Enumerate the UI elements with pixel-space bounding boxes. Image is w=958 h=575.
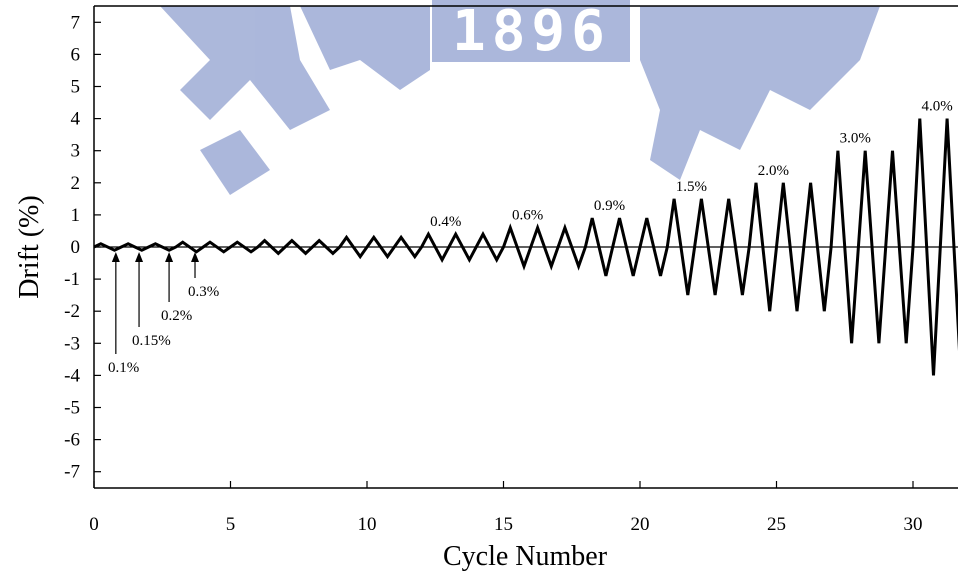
y-tick-label: -7 bbox=[64, 462, 80, 483]
amplitude-label: 2.0% bbox=[758, 163, 789, 179]
watermark-banner bbox=[432, 0, 630, 62]
y-tick-label: 2 bbox=[71, 173, 81, 194]
amplitude-label: 3.0% bbox=[840, 131, 871, 147]
x-axis-title: Cycle Number bbox=[443, 541, 608, 572]
amplitude-label: 0.4% bbox=[430, 214, 461, 230]
watermark-shape-lower bbox=[200, 130, 270, 195]
y-tick-label: 7 bbox=[71, 12, 81, 33]
watermark-seal: 1896 bbox=[160, 0, 880, 195]
amplitude-label: 0.15% bbox=[132, 333, 171, 349]
x-tick-label: 30 bbox=[904, 514, 923, 535]
annotation-arrow-head bbox=[191, 252, 200, 262]
drift-series-line bbox=[93, 118, 958, 376]
amplitude-label: 0.9% bbox=[594, 198, 625, 214]
amplitude-label: 0.2% bbox=[161, 308, 192, 324]
watermark-shape-mid bbox=[300, 6, 430, 90]
amplitude-label: 4.0% bbox=[922, 99, 953, 115]
amplitude-annotations: 0.1% 0.15% 0.2% 0.3% 0.4% 0.6% 0.9% 1.5% 2.0% 3.0… bbox=[108, 99, 953, 376]
annotation-arrow-head bbox=[165, 252, 174, 262]
y-axis-title: Drift (%) bbox=[14, 195, 45, 298]
annotation-arrow-head bbox=[135, 252, 144, 262]
watermark-shape-right bbox=[640, 6, 880, 180]
y-tick-label: 0 bbox=[71, 237, 81, 258]
x-tick-label: 5 bbox=[226, 514, 236, 535]
watermark-text: 1896 bbox=[452, 0, 611, 64]
y-tick-label: -3 bbox=[64, 333, 80, 354]
y-tick-label: -6 bbox=[64, 430, 80, 451]
y-tick-label: 4 bbox=[71, 109, 81, 130]
y-tick-label: 5 bbox=[71, 77, 81, 98]
amplitude-label: 1.5% bbox=[676, 179, 707, 195]
y-tick-label: -5 bbox=[64, 398, 80, 419]
y-tick-label: 6 bbox=[71, 44, 81, 65]
amplitude-label: 0.6% bbox=[512, 208, 543, 224]
y-tick-label: 3 bbox=[71, 141, 81, 162]
x-tick-label: 20 bbox=[631, 514, 650, 535]
y-tick-label: 1 bbox=[71, 205, 81, 226]
annotation-arrow-head bbox=[111, 252, 120, 262]
amplitude-label: 0.1% bbox=[108, 360, 139, 376]
y-tick-label: -1 bbox=[64, 269, 80, 290]
y-tick-label: -4 bbox=[64, 365, 80, 386]
x-tick-label: 0 bbox=[89, 514, 99, 535]
y-tick-label: -2 bbox=[64, 301, 80, 322]
x-tick-label: 25 bbox=[767, 514, 786, 535]
x-tick-label: 10 bbox=[358, 514, 377, 535]
x-tick-label: 15 bbox=[494, 514, 513, 535]
watermark-shape-left bbox=[160, 6, 330, 130]
amplitude-label: 0.3% bbox=[188, 284, 219, 300]
